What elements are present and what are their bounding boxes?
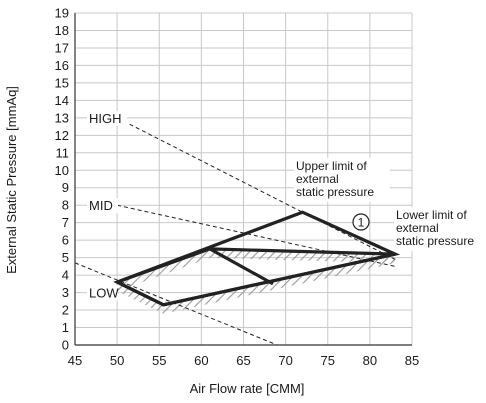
- annotations: Upper limit of external static pressure Lo…: [294, 158, 482, 251]
- fan-curves: HIGH MID LOW: [74, 110, 396, 346]
- y-tick-label: 2: [62, 303, 69, 318]
- fan-curve-label-bg: [87, 110, 127, 126]
- y-tick-label: 1: [62, 320, 69, 335]
- x-tick-label: 55: [152, 353, 166, 368]
- x-tick-label: 65: [236, 353, 250, 368]
- y-tick-label: 4: [62, 268, 69, 283]
- y-tick-label: 0: [62, 338, 69, 353]
- axes: [74, 13, 412, 346]
- fan-curve-label-high: HIGH: [89, 111, 122, 126]
- marker-1-circle: [352, 213, 370, 231]
- fan-curve-mid: [117, 204, 396, 267]
- x-tick-label: 70: [278, 353, 292, 368]
- y-tick-label: 8: [62, 198, 69, 213]
- limit-hatching: [117, 248, 396, 314]
- fan-curve-label-bg: [87, 198, 118, 214]
- y-tick-label: 14: [55, 93, 69, 108]
- y-tick-label: 18: [55, 23, 69, 38]
- fan-curve-label-mid: MID: [89, 198, 113, 213]
- fan-curve-label-bg: [87, 285, 118, 301]
- y-tick-label: 10: [55, 163, 69, 178]
- lower-limit-line: [116, 252, 396, 307]
- operating-envelope: [113, 210, 401, 307]
- tick-labels: 45 50 55 60 65 70 75 80 850123456789101112131415…: [55, 6, 420, 369]
- y-tick-label: 3: [62, 285, 69, 300]
- y-tick-label: 16: [55, 58, 69, 73]
- y-tick-label: 5: [62, 250, 69, 265]
- x-tick-label: 50: [110, 353, 124, 368]
- y-tick-label: 7: [62, 215, 69, 230]
- y-tick-label: 6: [62, 233, 69, 248]
- y-tick-label: 12: [55, 128, 69, 143]
- x-tick-label: 45: [68, 353, 82, 368]
- y-tick-label: 15: [55, 75, 69, 90]
- y-tick-label: 19: [55, 6, 69, 21]
- annotation-bg: [294, 158, 390, 202]
- y-tick-label: 9: [62, 180, 69, 195]
- upper-limit-hatch: [117, 248, 396, 292]
- x-tick-label: 75: [321, 353, 335, 368]
- y-tick-label: 11: [56, 145, 70, 160]
- annotation-bg: [394, 207, 482, 251]
- mid-connector-line: [209, 247, 274, 286]
- lower-limit-annotation: Lower limit of external static pressure: [396, 208, 474, 248]
- x-tick-label: 80: [363, 353, 377, 368]
- fan-curve-low: [74, 262, 278, 346]
- x-tick-label: 85: [405, 353, 419, 368]
- y-axis-title: External Static Pressure [mmAq]: [4, 86, 19, 274]
- upper-limit-line: [116, 247, 396, 284]
- y-tick-label: 17: [55, 40, 69, 55]
- upper-limit-annotation: Upper limit of external static pressure: [296, 159, 374, 199]
- x-tick-label: 60: [194, 353, 208, 368]
- fan-curve-high: [116, 117, 396, 260]
- marker-1-label: 1: [358, 216, 365, 230]
- x-axis-title: Air Flow rate [CMM]: [190, 381, 305, 396]
- y-tick-label: 13: [55, 110, 69, 125]
- fan-curve-label-low: LOW: [89, 286, 119, 301]
